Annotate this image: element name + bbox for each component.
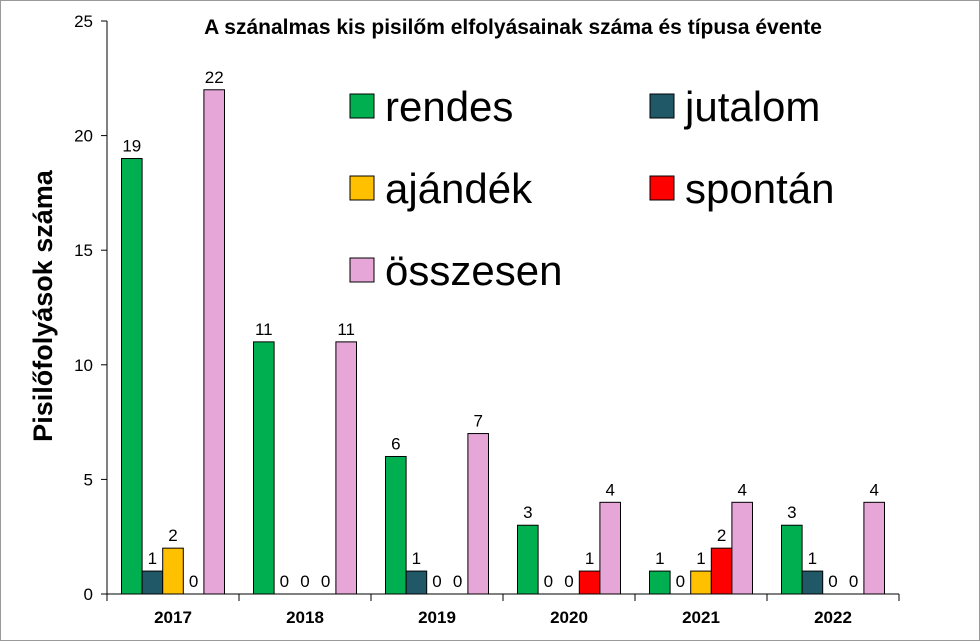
chart-title: A szánalmas kis pisilőm elfolyásainak sz… bbox=[204, 16, 822, 39]
data-label: 0 bbox=[189, 572, 198, 591]
bar-spontán-2021 bbox=[710, 547, 733, 595]
x-tick-label: 2018 bbox=[286, 608, 324, 627]
bar-ajándék-2021 bbox=[690, 570, 712, 595]
y-tick-label: 10 bbox=[74, 356, 93, 375]
y-tick-label: 20 bbox=[74, 127, 93, 146]
data-label: 1 bbox=[696, 549, 705, 568]
bar-összesen-2020 bbox=[599, 501, 622, 595]
data-label: 11 bbox=[255, 320, 273, 339]
x-tick-label: 2021 bbox=[682, 608, 720, 627]
data-label: 0 bbox=[300, 572, 309, 591]
data-label: 0 bbox=[321, 572, 330, 591]
legend-swatch-rendes bbox=[349, 93, 375, 119]
data-label: 7 bbox=[473, 412, 482, 431]
bar-rendes-2019 bbox=[385, 455, 407, 595]
bar-jutalom-2022 bbox=[801, 570, 824, 595]
legend-swatch-spontán bbox=[649, 175, 675, 201]
bar-rendes-2017 bbox=[121, 158, 143, 595]
data-label: 4 bbox=[869, 480, 878, 499]
legend-swatch-ajándék bbox=[349, 175, 375, 201]
data-label: 0 bbox=[432, 572, 441, 591]
data-label: 4 bbox=[737, 480, 746, 499]
bar-összesen-2019 bbox=[467, 433, 489, 595]
y-tick-label: 0 bbox=[84, 585, 93, 604]
legend-swatch-összesen bbox=[349, 257, 375, 283]
y-axis-label: Pisilőfolyások száma bbox=[28, 169, 58, 442]
data-label: 11 bbox=[337, 320, 355, 339]
x-tick-label: 2017 bbox=[154, 608, 192, 627]
data-label: 22 bbox=[205, 68, 224, 87]
data-label: 2 bbox=[717, 526, 726, 545]
data-label: 6 bbox=[391, 434, 400, 453]
data-label: 0 bbox=[676, 572, 685, 591]
data-label: 2 bbox=[168, 526, 177, 545]
x-tick-label: 2020 bbox=[550, 608, 588, 627]
data-label: 0 bbox=[849, 572, 858, 591]
data-label: 3 bbox=[523, 503, 532, 522]
bar-rendes-2020 bbox=[517, 524, 539, 595]
x-tick-label: 2022 bbox=[814, 608, 852, 627]
bar-jutalom-2019 bbox=[405, 570, 428, 595]
data-label: 1 bbox=[585, 549, 594, 568]
data-label: 0 bbox=[280, 572, 289, 591]
data-label: 19 bbox=[122, 137, 141, 156]
bar-jutalom-2017 bbox=[141, 570, 164, 595]
bar-összesen-2017 bbox=[203, 89, 225, 595]
data-label: 4 bbox=[605, 480, 614, 499]
bar-összesen-2021 bbox=[731, 501, 754, 595]
data-label: 3 bbox=[787, 503, 796, 522]
bar-összesen-2022 bbox=[863, 501, 886, 595]
legend-label-spontán: spontán bbox=[685, 165, 834, 212]
data-label: 0 bbox=[544, 572, 553, 591]
y-tick-label: 5 bbox=[84, 470, 93, 489]
data-label: 1 bbox=[148, 549, 157, 568]
bar-spontán-2020 bbox=[578, 570, 601, 595]
legend-label-összesen: összesen bbox=[385, 247, 562, 294]
legend: rendes jutalom ajándék spontán összesen bbox=[349, 83, 834, 294]
legend-swatch-jutalom bbox=[649, 93, 675, 119]
legend-label-rendes: rendes bbox=[385, 83, 513, 130]
y-tick-label: 25 bbox=[74, 12, 93, 31]
bar-rendes-2021 bbox=[649, 570, 671, 595]
bar-rendes-2018 bbox=[253, 341, 275, 595]
legend-label-ajándék: ajándék bbox=[385, 165, 533, 212]
data-label: 1 bbox=[655, 549, 664, 568]
data-label: 0 bbox=[564, 572, 573, 591]
data-label: 0 bbox=[828, 572, 837, 591]
data-label: 1 bbox=[412, 549, 421, 568]
y-tick-label: 15 bbox=[74, 241, 93, 260]
bar-összesen-2018 bbox=[335, 341, 357, 595]
bar-rendes-2022 bbox=[781, 524, 803, 595]
data-label: 0 bbox=[453, 572, 462, 591]
data-label: 1 bbox=[808, 549, 817, 568]
bar-ajándék-2017 bbox=[162, 547, 184, 595]
x-tick-label: 2019 bbox=[418, 608, 456, 627]
legend-label-jutalom: jutalom bbox=[683, 83, 820, 130]
